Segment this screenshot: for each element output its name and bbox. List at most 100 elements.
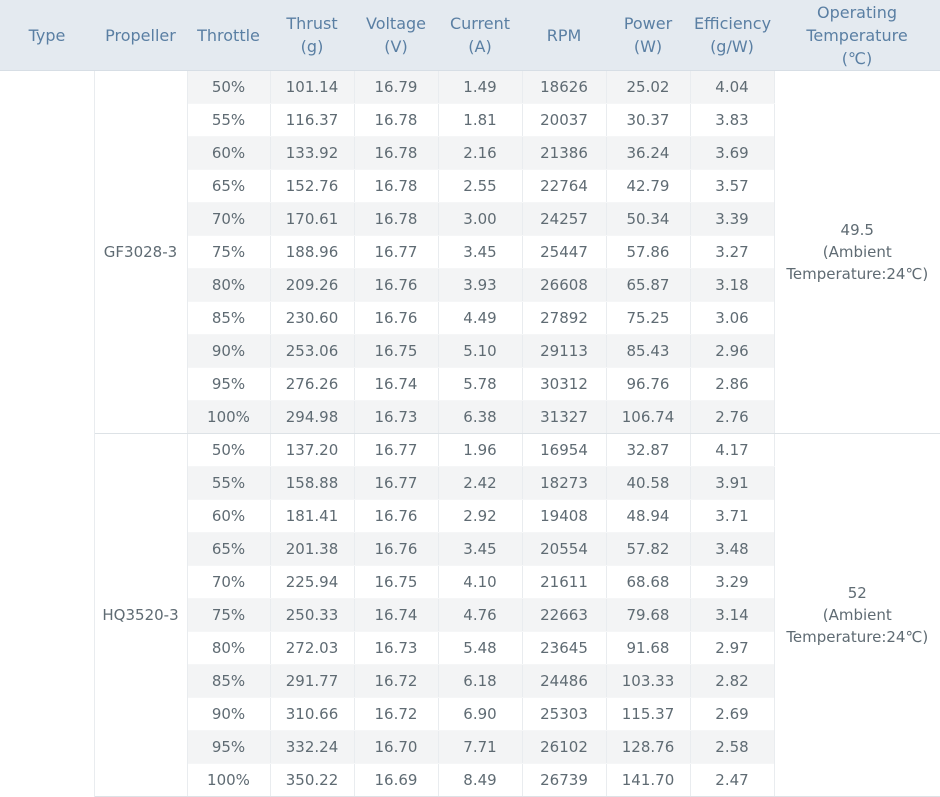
- throttle-cell: 75%: [187, 599, 270, 632]
- voltage-cell: 16.76: [354, 533, 438, 566]
- rpm-cell: 26739: [522, 764, 606, 797]
- header-temperature: Operating Temperature (℃): [774, 0, 940, 71]
- temperature-note: Temperature:24℃): [775, 626, 940, 648]
- voltage-cell: 16.74: [354, 599, 438, 632]
- current-cell: 4.10: [438, 566, 522, 599]
- rpm-cell: 30312: [522, 368, 606, 401]
- rpm-cell: 24486: [522, 665, 606, 698]
- voltage-cell: 16.78: [354, 170, 438, 203]
- power-cell: 106.74: [606, 401, 690, 434]
- efficiency-cell: 2.76: [690, 401, 774, 434]
- header-current-unit: (A): [442, 35, 518, 58]
- efficiency-cell: 3.18: [690, 269, 774, 302]
- header-type: Type: [0, 0, 94, 71]
- rpm-cell: 22663: [522, 599, 606, 632]
- voltage-cell: 16.74: [354, 368, 438, 401]
- power-cell: 85.43: [606, 335, 690, 368]
- temperature-value: 52: [775, 582, 940, 604]
- voltage-cell: 16.75: [354, 566, 438, 599]
- efficiency-cell: 4.17: [690, 434, 774, 467]
- thrust-cell: 225.94: [270, 566, 354, 599]
- rpm-cell: 18273: [522, 467, 606, 500]
- current-cell: 8.49: [438, 764, 522, 797]
- rpm-cell: 26102: [522, 731, 606, 764]
- thrust-cell: 350.22: [270, 764, 354, 797]
- temperature-note: (Ambient: [775, 241, 940, 263]
- current-cell: 3.93: [438, 269, 522, 302]
- rpm-cell: 19408: [522, 500, 606, 533]
- rpm-cell: 21611: [522, 566, 606, 599]
- current-cell: 6.90: [438, 698, 522, 731]
- voltage-cell: 16.73: [354, 632, 438, 665]
- thrust-cell: 158.88: [270, 467, 354, 500]
- power-cell: 32.87: [606, 434, 690, 467]
- temperature-note: Temperature:24℃): [775, 263, 940, 285]
- rpm-cell: 22764: [522, 170, 606, 203]
- efficiency-cell: 3.69: [690, 137, 774, 170]
- current-cell: 4.76: [438, 599, 522, 632]
- propeller-cell: HQ3520-3: [94, 434, 187, 797]
- thrust-cell: 137.20: [270, 434, 354, 467]
- efficiency-cell: 3.39: [690, 203, 774, 236]
- throttle-cell: 65%: [187, 533, 270, 566]
- rpm-cell: 16954: [522, 434, 606, 467]
- thrust-cell: 272.03: [270, 632, 354, 665]
- thrust-cell: 294.98: [270, 401, 354, 434]
- throttle-cell: 50%: [187, 434, 270, 467]
- voltage-cell: 16.79: [354, 71, 438, 104]
- efficiency-cell: 3.57: [690, 170, 774, 203]
- rpm-cell: 18626: [522, 71, 606, 104]
- rpm-cell: 29113: [522, 335, 606, 368]
- current-cell: 2.16: [438, 137, 522, 170]
- power-cell: 141.70: [606, 764, 690, 797]
- efficiency-cell: 3.48: [690, 533, 774, 566]
- current-cell: 6.38: [438, 401, 522, 434]
- temperature-note: (Ambient: [775, 604, 940, 626]
- current-cell: 5.10: [438, 335, 522, 368]
- temperature-value: 49.5: [775, 219, 940, 241]
- table-header: Type Propeller Throttle Thrust (g) Volta…: [0, 0, 940, 71]
- current-cell: 3.45: [438, 533, 522, 566]
- thrust-cell: 332.24: [270, 731, 354, 764]
- rpm-cell: 20554: [522, 533, 606, 566]
- voltage-cell: 16.72: [354, 698, 438, 731]
- rpm-cell: 27892: [522, 302, 606, 335]
- thrust-cell: 209.26: [270, 269, 354, 302]
- thrust-cell: 188.96: [270, 236, 354, 269]
- throttle-cell: 50%: [187, 71, 270, 104]
- header-temperature-line2: Temperature: [778, 24, 936, 47]
- throttle-cell: 100%: [187, 401, 270, 434]
- efficiency-cell: 2.86: [690, 368, 774, 401]
- thrust-cell: 250.33: [270, 599, 354, 632]
- voltage-cell: 16.72: [354, 665, 438, 698]
- efficiency-cell: 2.47: [690, 764, 774, 797]
- power-cell: 57.86: [606, 236, 690, 269]
- efficiency-cell: 4.04: [690, 71, 774, 104]
- header-throttle: Throttle: [187, 0, 270, 71]
- efficiency-cell: 2.69: [690, 698, 774, 731]
- current-cell: 2.42: [438, 467, 522, 500]
- efficiency-cell: 3.29: [690, 566, 774, 599]
- power-cell: 57.82: [606, 533, 690, 566]
- header-power: Power (W): [606, 0, 690, 71]
- rpm-cell: 31327: [522, 401, 606, 434]
- power-cell: 25.02: [606, 71, 690, 104]
- power-cell: 91.68: [606, 632, 690, 665]
- thrust-cell: 276.26: [270, 368, 354, 401]
- rpm-cell: 25303: [522, 698, 606, 731]
- efficiency-cell: 3.14: [690, 599, 774, 632]
- header-rpm: RPM: [522, 0, 606, 71]
- power-cell: 65.87: [606, 269, 690, 302]
- throttle-cell: 95%: [187, 731, 270, 764]
- header-voltage-unit: (V): [358, 35, 434, 58]
- current-cell: 2.55: [438, 170, 522, 203]
- header-current: Current (A): [438, 0, 522, 71]
- current-cell: 5.48: [438, 632, 522, 665]
- voltage-cell: 16.77: [354, 467, 438, 500]
- efficiency-cell: 3.91: [690, 467, 774, 500]
- power-cell: 30.37: [606, 104, 690, 137]
- thrust-cell: 116.37: [270, 104, 354, 137]
